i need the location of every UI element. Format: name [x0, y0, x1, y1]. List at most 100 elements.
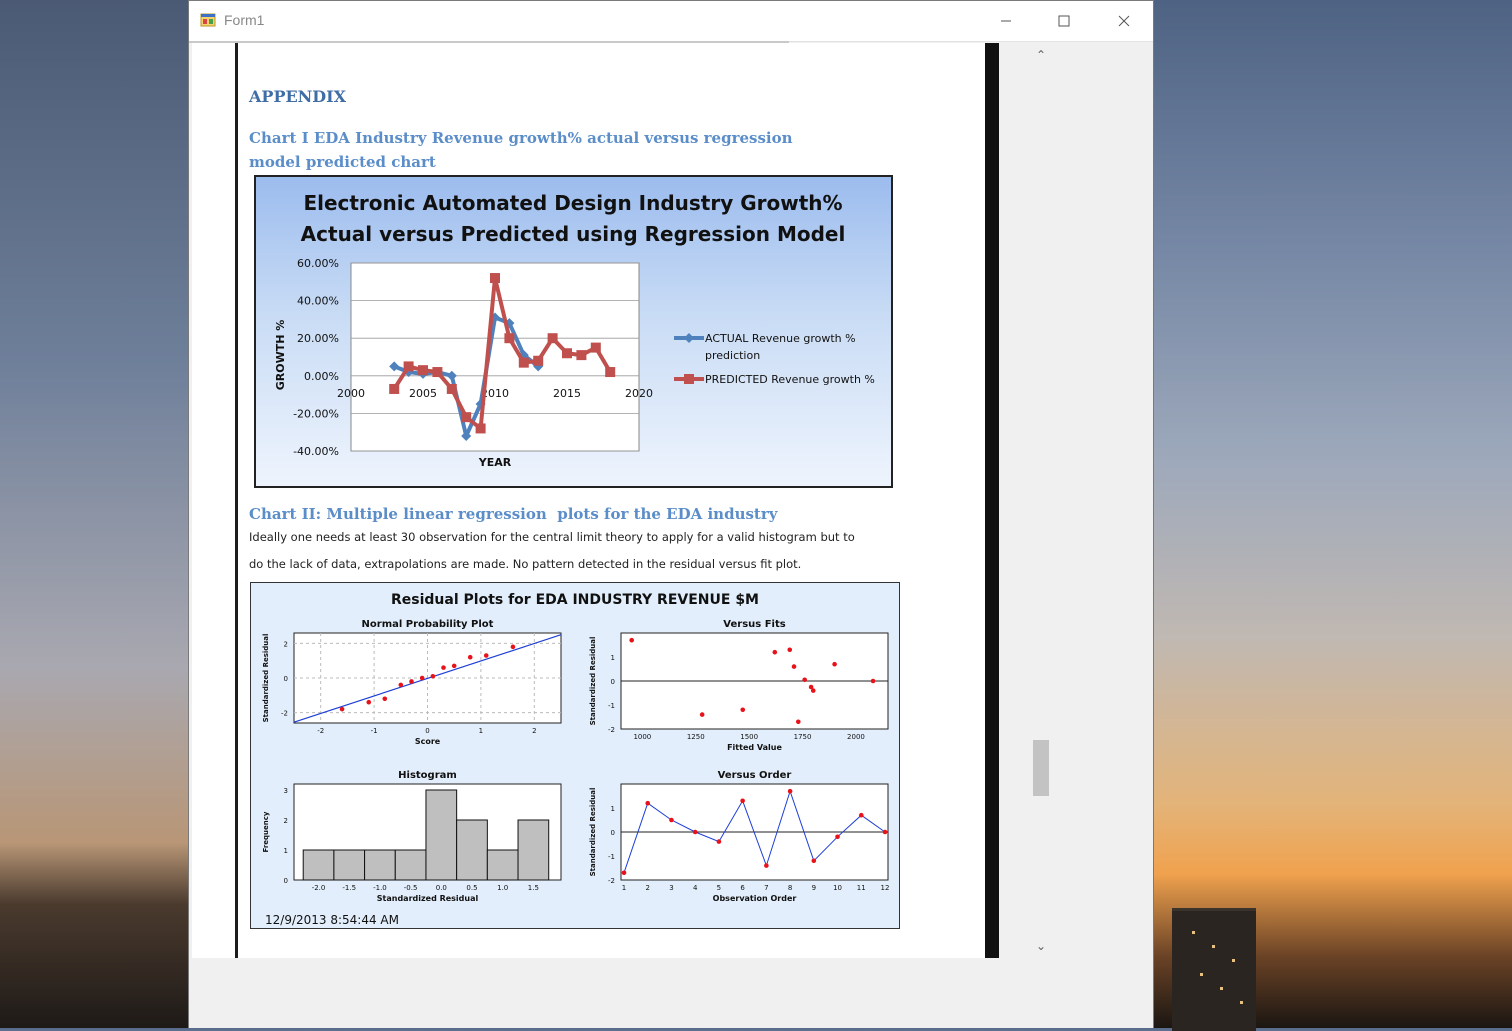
- vo-x-tick: 11: [857, 884, 866, 892]
- chart1-plot-area: [350, 262, 640, 452]
- vo-point: [621, 870, 627, 876]
- chart1-legend-label-actual-line1: ACTUAL Revenue growth %: [705, 332, 856, 345]
- vo-point: [692, 829, 698, 835]
- hist-bar: [486, 849, 519, 881]
- hist-x-tick: -0.5: [404, 884, 418, 892]
- scroll-up-button[interactable]: ⌃: [1030, 43, 1052, 67]
- vf-point: [808, 684, 814, 690]
- maximize-button[interactable]: [1035, 1, 1093, 41]
- npp-point: [510, 644, 516, 650]
- chart1-panel: Electronic Automated Design Industry Gro…: [254, 175, 893, 488]
- vf-point: [772, 649, 778, 655]
- vo-point: [858, 812, 864, 818]
- vf-point: [870, 678, 876, 684]
- npp-y-tick: 0: [284, 675, 288, 683]
- npp-point: [467, 654, 473, 660]
- vf-point: [795, 719, 801, 725]
- chart1-actual-point: [446, 370, 457, 381]
- chart1-y-tick-label: -20.00%: [293, 407, 339, 420]
- vertical-scrollbar[interactable]: ⌃ ⌄: [1030, 43, 1052, 958]
- vf-point: [802, 677, 807, 683]
- chart1-actual-point: [403, 367, 414, 378]
- npp-x-tick: 1: [479, 727, 483, 735]
- vo-x-tick: 4: [693, 884, 698, 892]
- hist-y-tick: 1: [284, 847, 288, 855]
- page-border-right: [985, 43, 999, 958]
- chart1-x-tick-label: 2005: [409, 387, 437, 400]
- npp-point: [483, 653, 489, 658]
- hist-y-tick: 3: [284, 787, 288, 795]
- maximize-icon: [1058, 15, 1070, 27]
- npp-x-tick: 0: [425, 727, 429, 735]
- vf-point: [740, 707, 746, 713]
- vo-x-tick: 2: [645, 884, 649, 892]
- vf-title: Versus Fits: [723, 619, 785, 630]
- scroll-down-button[interactable]: ⌄: [1030, 934, 1052, 958]
- npp-title: Normal Probability Plot: [362, 619, 494, 630]
- npp-point: [382, 696, 388, 702]
- chart2-title: Residual Plots for EDA INDUSTRY REVENUE …: [391, 592, 759, 608]
- minimize-button[interactable]: [977, 1, 1035, 41]
- hist-y-tick: 0: [284, 877, 288, 885]
- chart1-actual-point: [461, 430, 472, 441]
- npp-x-tick: 2: [532, 727, 536, 735]
- close-icon: [1118, 15, 1130, 27]
- chart1-x-tick-label: 2020: [625, 387, 653, 400]
- vo-point: [882, 829, 888, 835]
- chart1-y-tick-label: -40.00%: [293, 445, 339, 458]
- window-title: Form1: [224, 12, 265, 28]
- vf-x-tick: 1500: [740, 733, 758, 741]
- title-bar[interactable]: Form1: [189, 1, 1153, 42]
- vf-x-tick: 1000: [633, 733, 651, 741]
- close-button[interactable]: [1095, 1, 1153, 41]
- chart1-predicted-point: [418, 365, 428, 376]
- chart1-predicted-point: [547, 333, 558, 344]
- vo-point: [716, 839, 722, 844]
- chart1-svg: Electronic Automated Design Industry Gro…: [274, 191, 875, 469]
- vo-y-tick: 0: [611, 829, 615, 837]
- npp-x-label: Score: [415, 737, 441, 746]
- vo-y-tick: 1: [611, 805, 615, 813]
- document-viewer[interactable]: APPENDIX Chart I EDA Industry Revenue gr…: [192, 43, 1030, 958]
- hist-y-tick: 2: [284, 817, 288, 825]
- hist-x-tick: 0.5: [466, 884, 477, 892]
- hist-x-tick: -1.5: [342, 884, 356, 892]
- viewer-gutter: [999, 43, 1030, 958]
- vf-y-tick: -2: [608, 726, 615, 734]
- vo-point: [811, 858, 817, 864]
- chart1-y-axis-label: GROWTH %: [274, 320, 287, 391]
- chart1-heading: Chart I EDA Industry Revenue growth% act…: [249, 129, 793, 171]
- vo-x-tick: 9: [812, 884, 816, 892]
- form-app-icon: [200, 13, 216, 27]
- background-building: [1172, 908, 1256, 1031]
- desktop-background-left: [0, 0, 188, 1028]
- chart1-legend-marker-actual: [684, 333, 694, 343]
- vo-point: [835, 834, 840, 840]
- npp-point: [409, 679, 414, 684]
- vo-x-tick: 12: [881, 884, 890, 892]
- hist-bar: [394, 849, 427, 881]
- hist-title: Histogram: [398, 770, 457, 781]
- hist-bar: [425, 789, 458, 881]
- npp-point: [441, 665, 446, 670]
- chart2-svg: Residual Plots for EDA INDUSTRY REVENUE …: [262, 592, 890, 927]
- npp-x-tick: -2: [317, 727, 324, 735]
- hist-bar: [456, 819, 488, 881]
- vo-x-tick: 6: [740, 884, 745, 892]
- vo-point: [669, 817, 674, 823]
- form-bottom-panel: [189, 958, 1153, 1028]
- chart1-x-tick-label: 2010: [481, 387, 509, 400]
- scrollbar-thumb[interactable]: [1033, 740, 1049, 796]
- vf-x-tick: 2000: [847, 733, 865, 741]
- chevron-down-icon: ⌄: [1035, 939, 1047, 953]
- hist-x-tick: 1.5: [528, 884, 539, 892]
- chart2-date-stamp: 12/9/2013 8:54:44 AM: [265, 913, 399, 927]
- vo-x-tick: 10: [833, 884, 842, 892]
- chevron-up-icon: ⌃: [1035, 48, 1047, 62]
- vo-x-label: Observation Order: [713, 894, 797, 903]
- chart1-predicted-point: [403, 361, 414, 372]
- vf-point: [832, 661, 837, 667]
- vf-y-tick: 0: [611, 678, 615, 686]
- npp-y-tick: -2: [281, 710, 288, 718]
- chart1-predicted-point: [590, 342, 601, 353]
